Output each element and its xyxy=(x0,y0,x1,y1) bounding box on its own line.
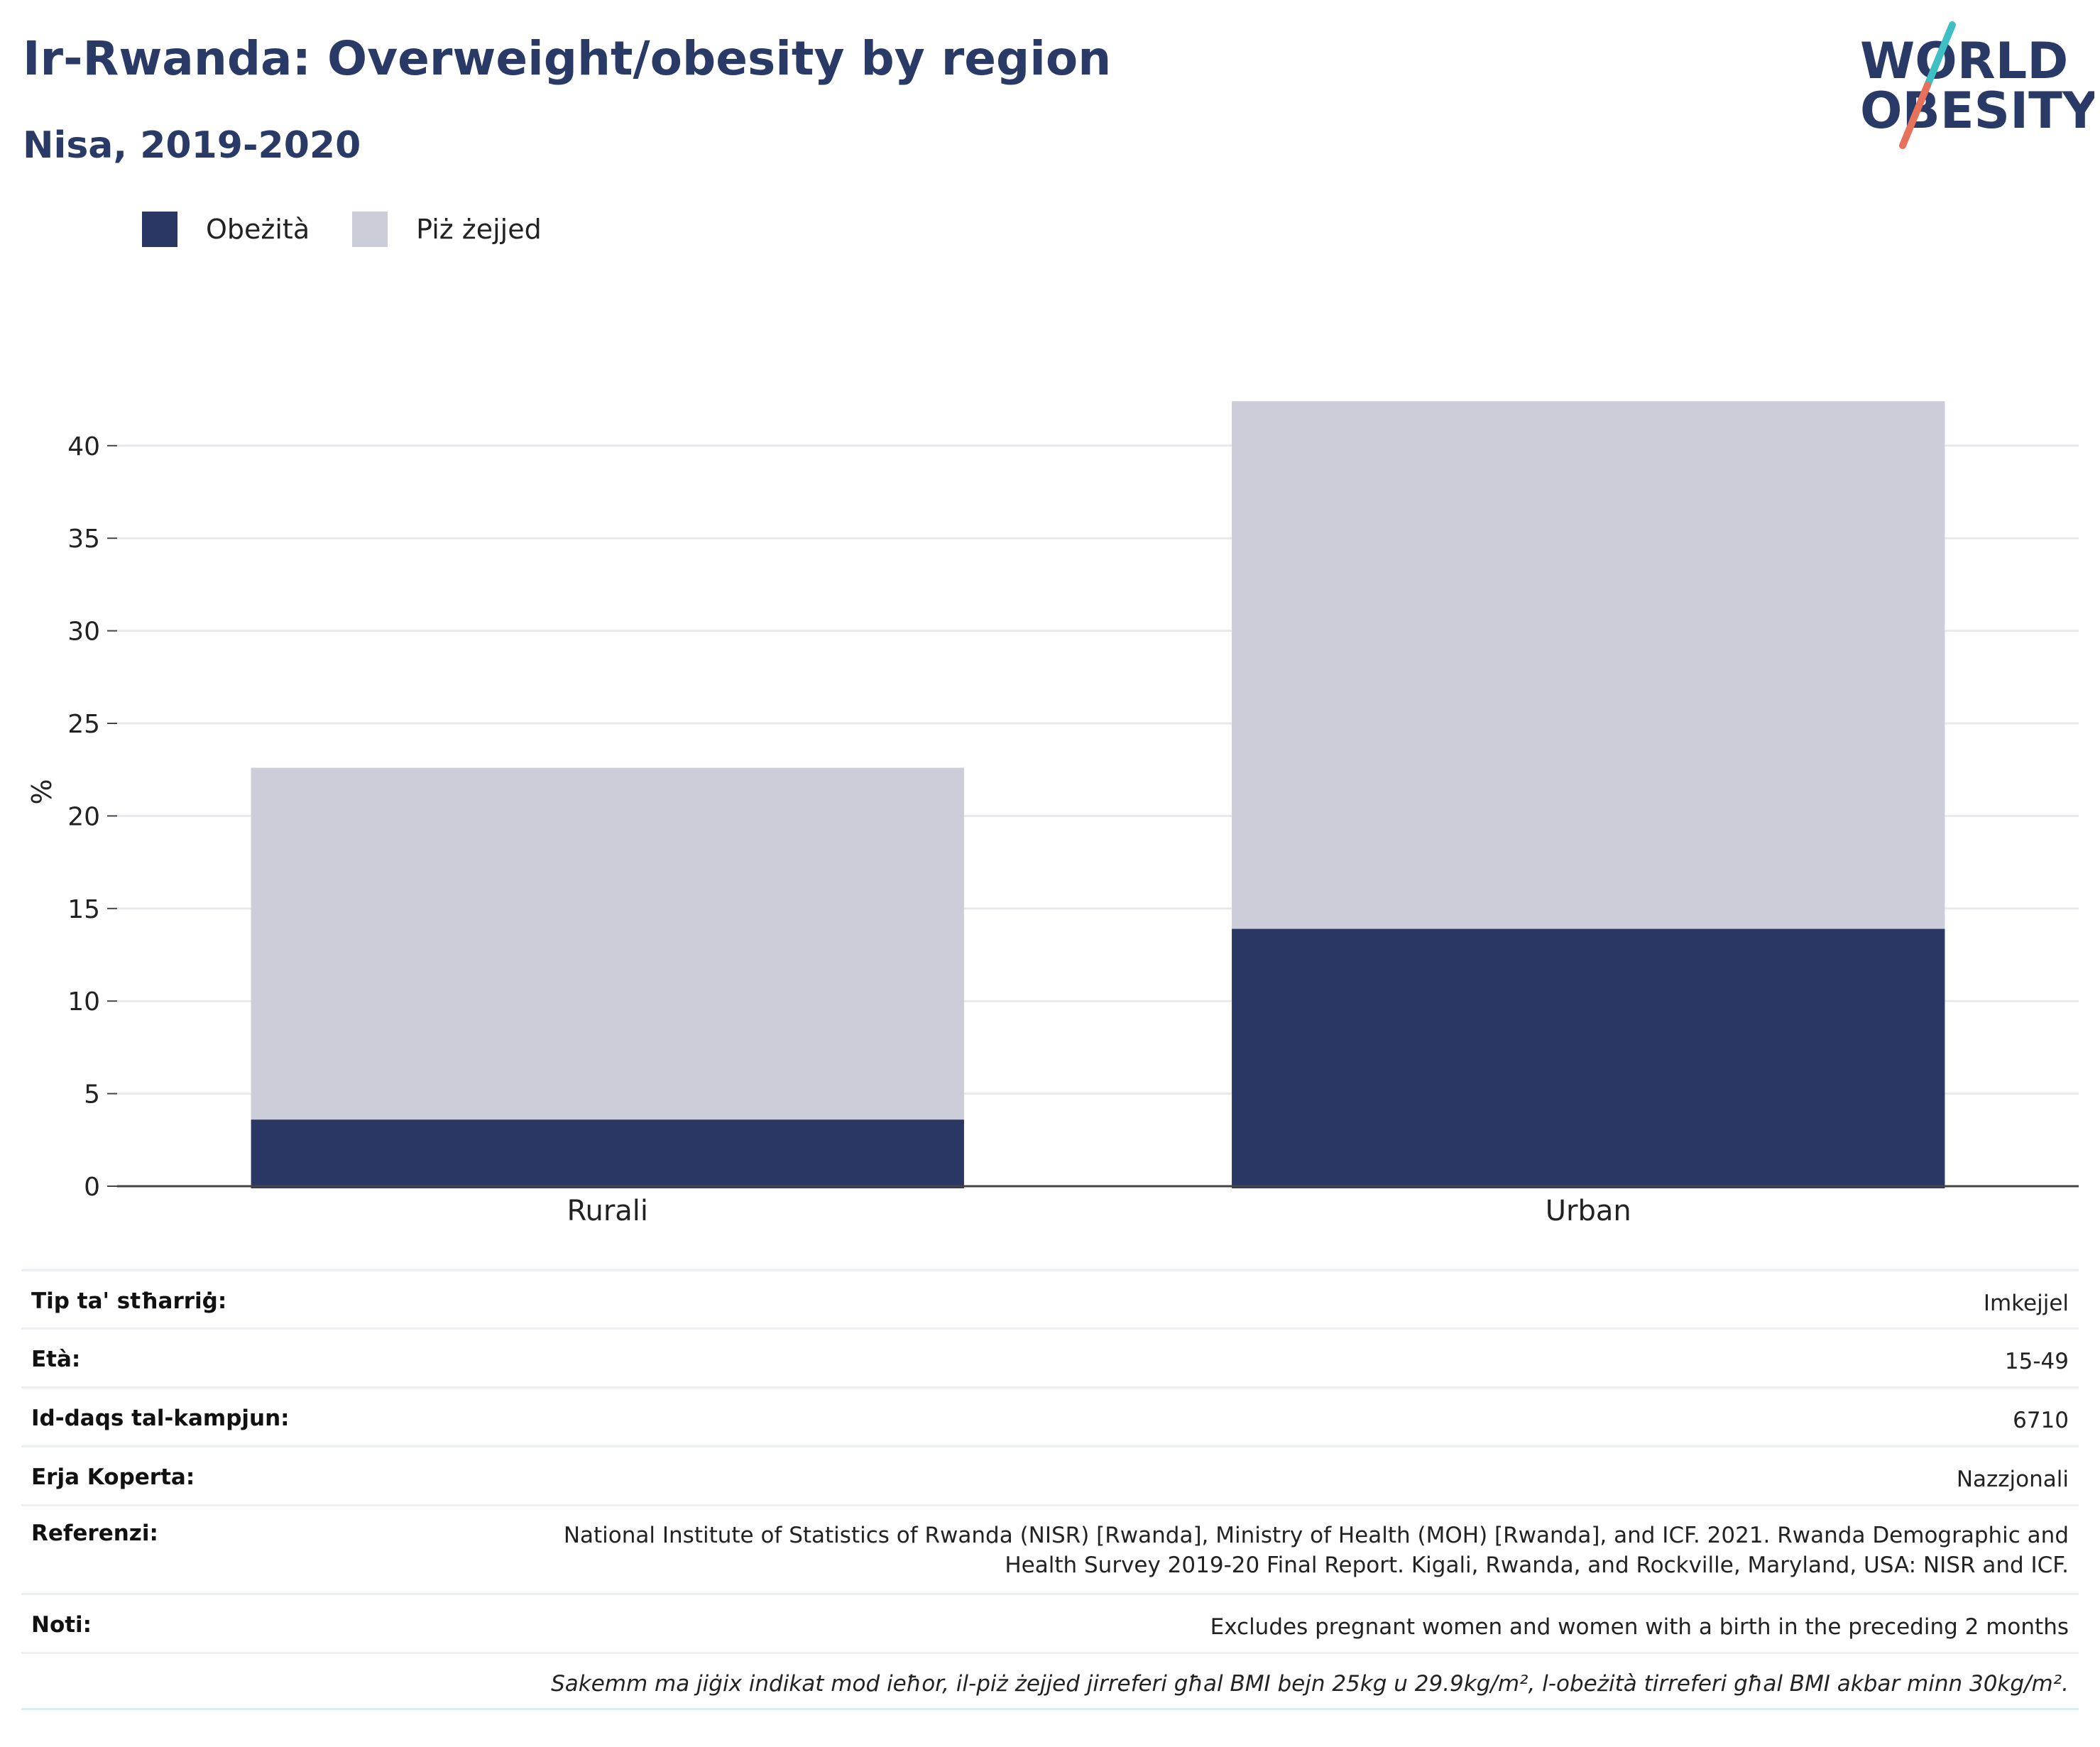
info-row-age: Età: 15-49 xyxy=(21,1327,2079,1386)
logo-slash-top xyxy=(1924,21,1956,89)
y-tick-label: 15 xyxy=(67,895,100,924)
legend-item-overweight[interactable]: Piż żejjed xyxy=(352,212,542,247)
world-obesity-logo: WORLD OBESITY xyxy=(1860,21,2094,149)
legend-label-obesity: Obeżità xyxy=(206,214,310,245)
logo-text-world: WORLD xyxy=(1860,32,2068,90)
info-value-survey-type: Imkejjel xyxy=(1983,1291,2069,1316)
logo-slash-bottom xyxy=(1899,82,1931,149)
footnote-row: Sakemm ma jiġix indikat mod ieħor, il-pi… xyxy=(21,1652,2079,1710)
y-tick-label: 25 xyxy=(67,710,100,739)
y-tick-label: 0 xyxy=(84,1173,100,1202)
y-tick-label: 10 xyxy=(67,987,100,1017)
legend-label-overweight: Piż żejjed xyxy=(416,214,542,245)
y-tick-label: 40 xyxy=(67,432,100,461)
info-row-area: Erja Koperta: Nazzjonali xyxy=(21,1445,2079,1504)
legend-swatch-obesity xyxy=(142,212,177,247)
info-key-area: Erja Koperta: xyxy=(31,1464,195,1490)
y-axis-label: % xyxy=(26,779,58,804)
info-key-notes: Noti: xyxy=(31,1612,92,1638)
info-row-sample-size: Id-daqs tal-kampjun: 6710 xyxy=(21,1386,2079,1445)
x-tick-label: Rurali xyxy=(567,1195,648,1227)
legend-item-obesity[interactable]: Obeżità xyxy=(142,212,310,247)
x-tick-label: Urban xyxy=(1546,1195,1631,1227)
info-key-age: Età: xyxy=(31,1347,81,1372)
bar-obesity-0 xyxy=(251,1119,964,1188)
bar-overweight-1 xyxy=(1232,401,1945,929)
info-value-references: National Institute of Statistics of Rwan… xyxy=(563,1523,2069,1578)
info-key-survey-type: Tip ta' stħarriġ: xyxy=(31,1288,227,1314)
y-tick-label: 20 xyxy=(67,802,100,831)
info-value-area: Nazzjonali xyxy=(1956,1467,2069,1492)
bar-overweight-0 xyxy=(251,767,964,1120)
info-key-sample-size: Id-daqs tal-kampjun: xyxy=(31,1406,290,1431)
chart-subtitle: Nisa, 2019-2020 xyxy=(23,124,361,167)
info-row-survey-type: Tip ta' stħarriġ: Imkejjel xyxy=(21,1269,2079,1327)
legend-swatch-overweight xyxy=(352,212,388,247)
info-value-sample-size: 6710 xyxy=(2013,1408,2069,1433)
info-row-notes: Noti: Excludes pregnant women and women … xyxy=(21,1593,2079,1652)
info-value-notes: Excludes pregnant women and women with a… xyxy=(1210,1614,2069,1640)
info-value-age: 15-49 xyxy=(2004,1349,2069,1374)
bar-obesity-1 xyxy=(1232,929,1945,1188)
logo-text-obesity: OBESITY xyxy=(1860,82,2094,140)
stacked-bar-chart: 0 5 10 15 20 25 30 35 40% Rurali Urban xyxy=(26,401,2079,1227)
info-table: Tip ta' stħarriġ: Imkejjel Età: 15-49 Id… xyxy=(21,1269,2079,1710)
footnote-text: Sakemm ma jiġix indikat mod ieħor, il-pi… xyxy=(551,1671,2069,1697)
y-tick-label: 5 xyxy=(84,1080,100,1110)
chart-title: Ir-Rwanda: Overweight/obesity by region xyxy=(23,31,1112,86)
y-tick-label: 30 xyxy=(67,618,100,647)
y-tick-label: 35 xyxy=(67,525,100,554)
info-row-references: Referenzi: National Institute of Statist… xyxy=(21,1504,2079,1593)
info-key-references: Referenzi: xyxy=(31,1521,158,1546)
chart-legend: Obeżità Piż żejjed xyxy=(142,212,584,247)
